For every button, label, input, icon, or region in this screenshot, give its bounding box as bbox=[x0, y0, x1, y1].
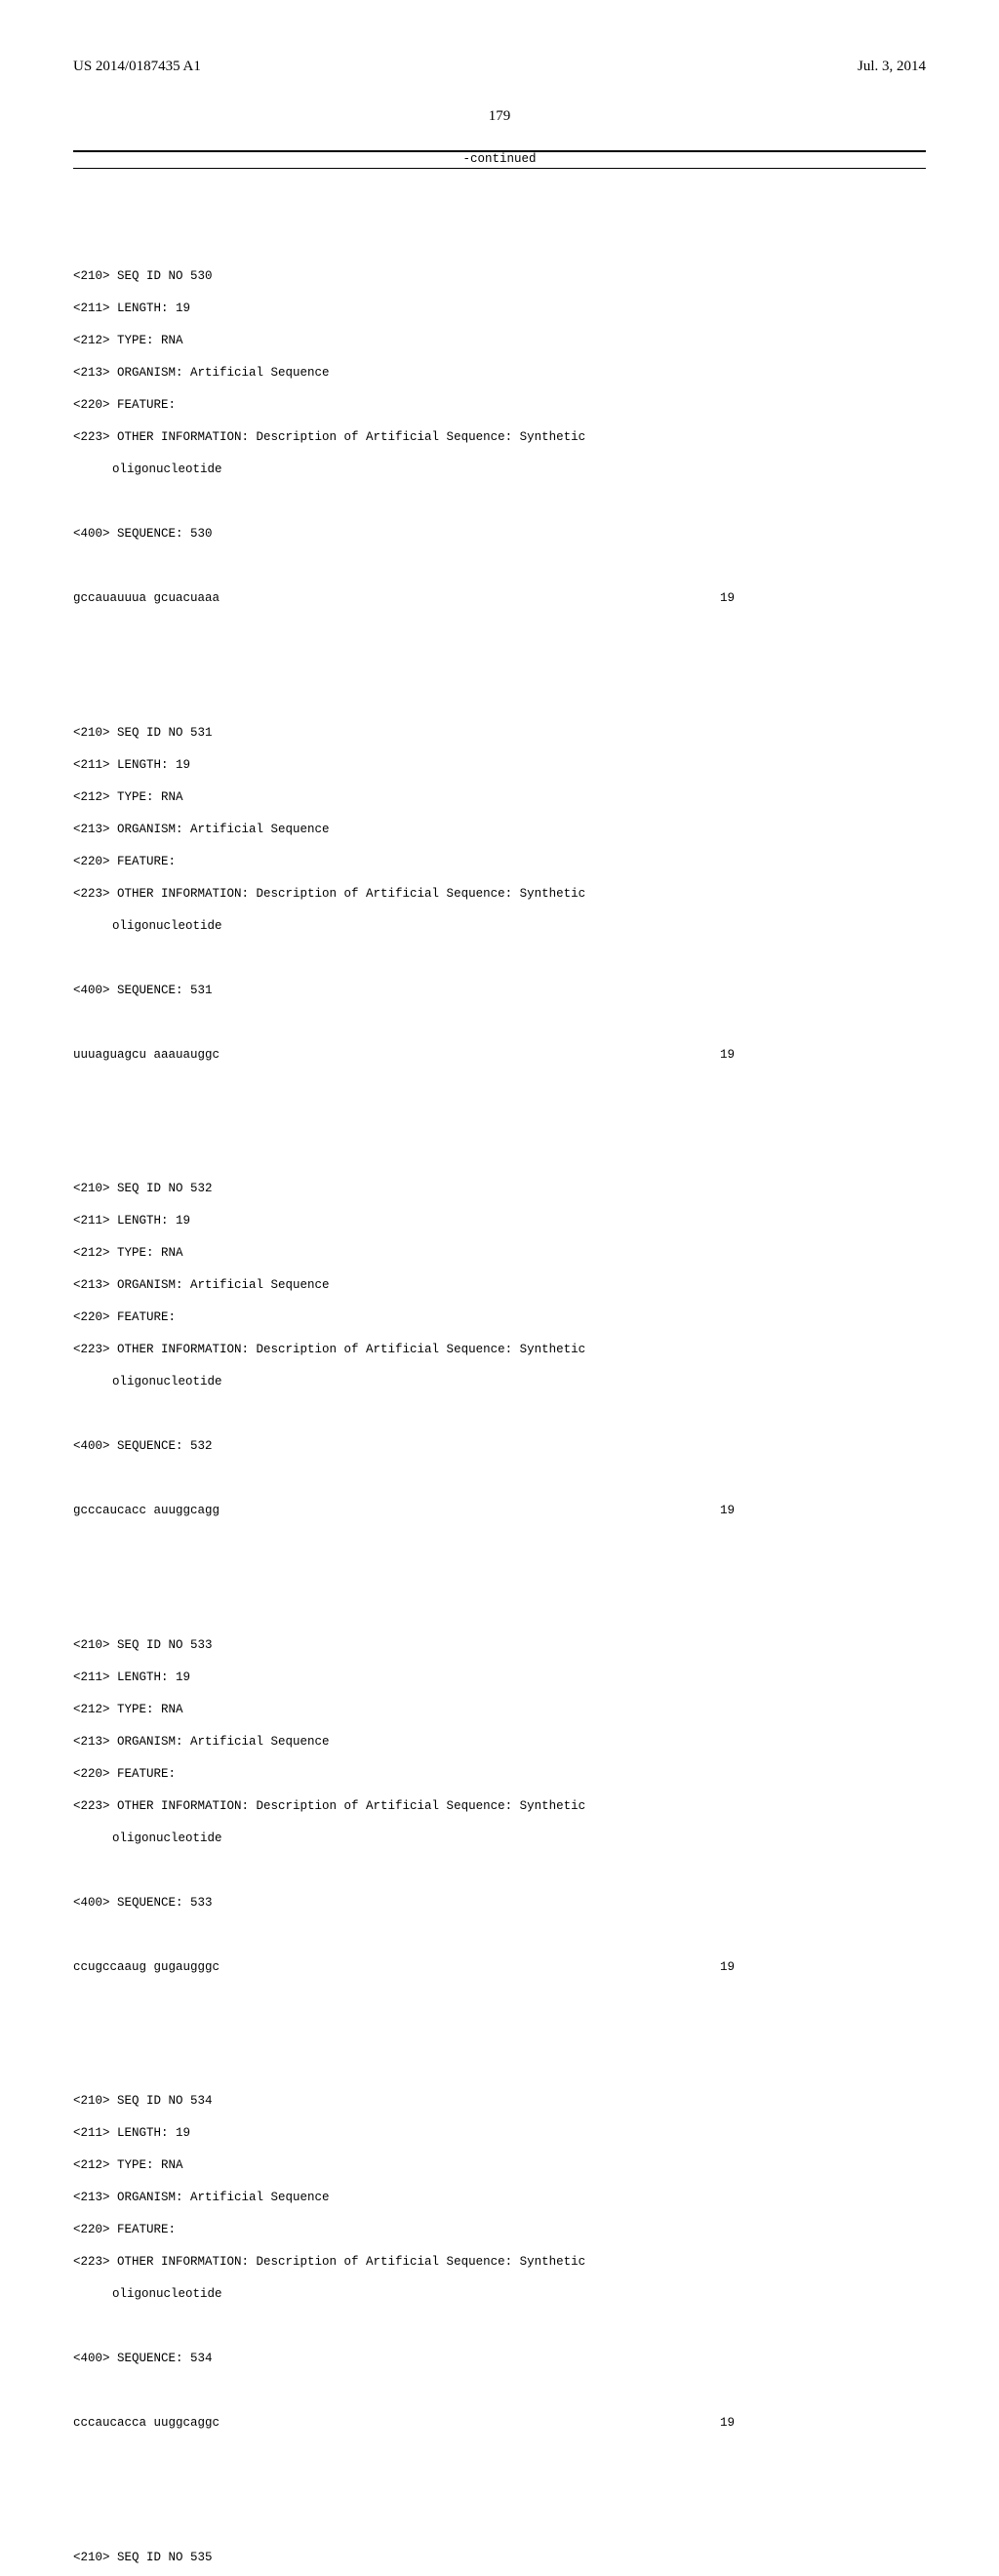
patent-page: US 2014/0187435 A1 Jul. 3, 2014 179 -con… bbox=[0, 0, 999, 1288]
seq-length-line: <211> LENGTH: 19 bbox=[73, 1213, 926, 1229]
sequence-text: cccaucacca uuggcaggc bbox=[73, 2415, 220, 2432]
seq-feature-line: <220> FEATURE: bbox=[73, 1766, 926, 1783]
seq-label-line: <400> SEQUENCE: 531 bbox=[73, 983, 926, 999]
seq-id-line: <210> SEQ ID NO 535 bbox=[73, 2550, 926, 2566]
seq-entry: <210> SEQ ID NO 532 <211> LENGTH: 19 <21… bbox=[73, 1165, 926, 1551]
blank-line bbox=[73, 950, 926, 967]
sequence-length: 19 bbox=[720, 1959, 926, 1976]
seq-length-line: <211> LENGTH: 19 bbox=[73, 757, 926, 774]
seq-label-line: <400> SEQUENCE: 533 bbox=[73, 1895, 926, 1912]
sequence-text: gcccaucacc auuggcagg bbox=[73, 1503, 220, 1519]
seq-id-line: <210> SEQ ID NO 532 bbox=[73, 1181, 926, 1197]
seq-organism-line: <213> ORGANISM: Artificial Sequence bbox=[73, 2190, 926, 2206]
seq-other-info-line2: oligonucleotide bbox=[73, 462, 926, 478]
seq-id-line: <210> SEQ ID NO 533 bbox=[73, 1637, 926, 1654]
seq-feature-line: <220> FEATURE: bbox=[73, 1309, 926, 1326]
seq-type-line: <212> TYPE: RNA bbox=[73, 2157, 926, 2174]
seq-id-line: <210> SEQ ID NO 531 bbox=[73, 725, 926, 742]
seq-entry: <210> SEQ ID NO 534 <211> LENGTH: 19 <21… bbox=[73, 2077, 926, 2464]
seq-other-info-line: <223> OTHER INFORMATION: Description of … bbox=[73, 1342, 926, 1358]
seq-organism-line: <213> ORGANISM: Artificial Sequence bbox=[73, 1734, 926, 1751]
seq-feature-line: <220> FEATURE: bbox=[73, 854, 926, 870]
blank-line bbox=[73, 2383, 926, 2399]
seq-entry: <210> SEQ ID NO 535 <211> LENGTH: 19 <21… bbox=[73, 2533, 926, 2576]
sequence-text: gccauauuua gcuacuaaa bbox=[73, 590, 220, 607]
sequence-length: 19 bbox=[720, 1503, 926, 1519]
seq-id-line: <210> SEQ ID NO 534 bbox=[73, 2093, 926, 2110]
seq-length-line: <211> LENGTH: 19 bbox=[73, 2125, 926, 2142]
seq-other-info-line: <223> OTHER INFORMATION: Description of … bbox=[73, 1798, 926, 1815]
seq-other-info-line2: oligonucleotide bbox=[73, 918, 926, 935]
seq-other-info-line: <223> OTHER INFORMATION: Description of … bbox=[73, 429, 926, 446]
seq-entry: <210> SEQ ID NO 533 <211> LENGTH: 19 <21… bbox=[73, 1621, 926, 2007]
seq-other-info-line2: oligonucleotide bbox=[73, 2286, 926, 2303]
publication-date: Jul. 3, 2014 bbox=[858, 59, 926, 75]
sequence-text: uuuaguagcu aaauauggc bbox=[73, 1047, 220, 1064]
seq-other-info-line2: oligonucleotide bbox=[73, 1374, 926, 1390]
seq-entry: <210> SEQ ID NO 531 <211> LENGTH: 19 <21… bbox=[73, 708, 926, 1095]
seq-length-line: <211> LENGTH: 19 bbox=[73, 301, 926, 317]
seq-label-line: <400> SEQUENCE: 534 bbox=[73, 2351, 926, 2367]
sequence-length: 19 bbox=[720, 590, 926, 607]
seq-other-info-line: <223> OTHER INFORMATION: Description of … bbox=[73, 2254, 926, 2271]
sequence-row: gcccaucacc auuggcagg 19 bbox=[73, 1503, 926, 1519]
blank-line bbox=[73, 2318, 926, 2335]
sequence-text: ccugccaaug gugaugggc bbox=[73, 1959, 220, 1976]
blank-line bbox=[73, 1015, 926, 1031]
seq-entry: <210> SEQ ID NO 530 <211> LENGTH: 19 <21… bbox=[73, 253, 926, 639]
sequence-row: gccauauuua gcuacuaaa 19 bbox=[73, 590, 926, 607]
sequence-listing: <210> SEQ ID NO 530 <211> LENGTH: 19 <21… bbox=[73, 204, 926, 2576]
seq-organism-line: <213> ORGANISM: Artificial Sequence bbox=[73, 822, 926, 838]
seq-label-line: <400> SEQUENCE: 532 bbox=[73, 1438, 926, 1455]
publication-number: US 2014/0187435 A1 bbox=[73, 59, 201, 75]
sequence-row: cccaucacca uuggcaggc 19 bbox=[73, 2415, 926, 2432]
sequence-length: 19 bbox=[720, 2415, 926, 2432]
seq-organism-line: <213> ORGANISM: Artificial Sequence bbox=[73, 1277, 926, 1294]
sequence-length: 19 bbox=[720, 1047, 926, 1064]
sequence-row: ccugccaaug gugaugggc 19 bbox=[73, 1959, 926, 1976]
seq-other-info-line2: oligonucleotide bbox=[73, 1831, 926, 1847]
seq-length-line: <211> LENGTH: 19 bbox=[73, 1670, 926, 1686]
blank-line bbox=[73, 1406, 926, 1423]
sequence-row: uuuaguagcu aaauauggc 19 bbox=[73, 1047, 926, 1064]
divider-top-thin bbox=[73, 168, 926, 169]
seq-feature-line: <220> FEATURE: bbox=[73, 2222, 926, 2238]
seq-type-line: <212> TYPE: RNA bbox=[73, 789, 926, 806]
page-number: 179 bbox=[73, 108, 926, 125]
seq-type-line: <212> TYPE: RNA bbox=[73, 1245, 926, 1262]
blank-line bbox=[73, 1863, 926, 1879]
seq-feature-line: <220> FEATURE: bbox=[73, 397, 926, 414]
blank-line bbox=[73, 1470, 926, 1487]
seq-label-line: <400> SEQUENCE: 530 bbox=[73, 526, 926, 543]
blank-line bbox=[73, 1927, 926, 1944]
seq-organism-line: <213> ORGANISM: Artificial Sequence bbox=[73, 365, 926, 382]
page-header: US 2014/0187435 A1 Jul. 3, 2014 bbox=[73, 59, 926, 75]
seq-type-line: <212> TYPE: RNA bbox=[73, 1702, 926, 1718]
blank-line bbox=[73, 494, 926, 510]
continued-label: -continued bbox=[73, 152, 926, 166]
seq-type-line: <212> TYPE: RNA bbox=[73, 333, 926, 349]
blank-line bbox=[73, 558, 926, 575]
seq-id-line: <210> SEQ ID NO 530 bbox=[73, 268, 926, 285]
seq-other-info-line: <223> OTHER INFORMATION: Description of … bbox=[73, 886, 926, 903]
